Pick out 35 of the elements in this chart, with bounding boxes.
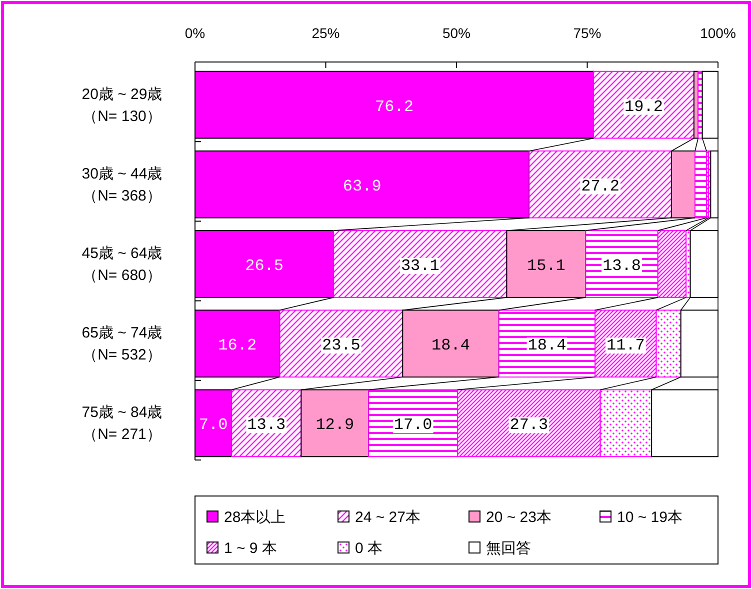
x-tick-label: 75% xyxy=(573,25,602,41)
data-label: 23.5 xyxy=(322,336,360,355)
data-label: 27.2 xyxy=(581,177,620,196)
data-label: 17.0 xyxy=(394,416,432,434)
data-label: 27.3 xyxy=(510,416,548,434)
legend-label: 24 ~ 27本 xyxy=(355,509,420,526)
data-label: 13.3 xyxy=(247,416,286,434)
y-tick-label: 45歳 ~ 64歳（N= 680） xyxy=(82,245,162,284)
x-tick-label: 50% xyxy=(442,25,471,41)
data-label: 11.7 xyxy=(606,336,645,355)
data-label: 7.0 xyxy=(198,416,228,434)
legend-label: 28本以上 xyxy=(224,509,286,526)
data-label: 13.8 xyxy=(602,257,641,275)
legend-label: 20 ~ 23本 xyxy=(486,509,552,526)
x-tick-label: 0% xyxy=(184,25,206,41)
legend-label: 1 ~ 9 本 xyxy=(224,540,277,557)
y-tick-label: 65歳 ~ 74歳（N= 532） xyxy=(82,324,162,364)
y-tick-label: 30歳 ~ 44歳（N= 368） xyxy=(82,165,162,204)
x-tick-label: 25% xyxy=(312,25,340,41)
data-label: 19.2 xyxy=(624,98,663,116)
data-label: 18.4 xyxy=(432,336,470,355)
legend-label: 0 本 xyxy=(355,540,383,557)
data-label: 16.2 xyxy=(218,336,257,355)
data-label: 76.2 xyxy=(375,98,414,116)
legend-label: 無回答 xyxy=(486,540,531,557)
y-tick-label: 20歳 ~ 29歳（N= 130） xyxy=(82,86,162,125)
data-label: 63.9 xyxy=(342,177,382,196)
data-label: 33.1 xyxy=(400,257,440,275)
data-label: 12.9 xyxy=(316,416,354,434)
data-label: 15.1 xyxy=(526,257,566,275)
x-tick-label: 100% xyxy=(700,25,736,41)
y-tick-label: 75歳 ~ 84歳（N= 271） xyxy=(82,404,162,444)
legend-label: 10 ~ 19本 xyxy=(617,509,682,526)
data-label: 26.5 xyxy=(245,257,284,275)
data-label: 18.4 xyxy=(528,336,566,355)
